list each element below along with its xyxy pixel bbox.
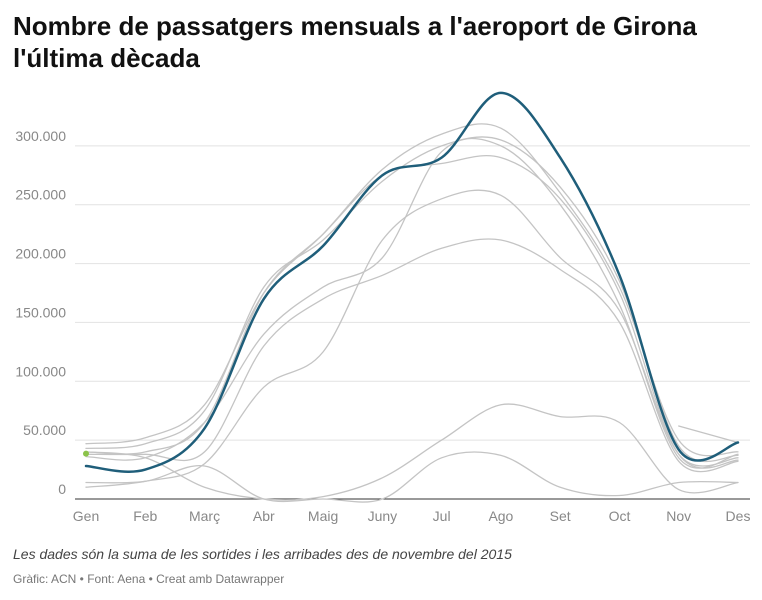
x-tick-label: Jul: [433, 508, 451, 524]
series-line-context: [678, 425, 739, 444]
x-tick-label: Set: [550, 508, 571, 524]
y-tick-label: 200.000: [15, 246, 66, 262]
y-tick-label: 300.000: [15, 128, 66, 144]
series-line-context: [85, 123, 739, 457]
x-tick-label: Gen: [73, 508, 99, 524]
series-line-context: [85, 403, 739, 501]
series-line-context: [85, 137, 739, 469]
y-tick-label: 100.000: [15, 363, 66, 379]
y-tick-label: 50.000: [23, 422, 66, 438]
series-start-point: [83, 450, 89, 457]
x-tick-label: Oct: [609, 508, 631, 524]
highlight-series: [83, 91, 740, 473]
x-tick-label: Juny: [368, 508, 398, 524]
series-line-context: [85, 136, 739, 463]
series-line-context: [85, 451, 739, 503]
x-tick-label: Maig: [308, 508, 338, 524]
y-tick-label: 250.000: [15, 187, 66, 203]
x-tick-label: Ago: [488, 508, 513, 524]
y-tick-label: 150.000: [15, 304, 66, 320]
series-line-context: [85, 189, 739, 488]
line-chart: 0 50.000 100.000 150.000 200.000 250.000 300.0…: [15, 91, 751, 524]
x-tick-label: Abr: [253, 508, 275, 524]
gridlines: [75, 145, 750, 500]
x-tick-label: Feb: [133, 508, 157, 524]
x-tick-label: Març: [189, 508, 220, 524]
context-series: [85, 123, 739, 503]
y-axis-ticks: 0 50.000 100.000 150.000 200.000 250.000 300.0…: [15, 128, 66, 497]
chart-notes: Les dades són la suma de les sortides i …: [13, 546, 512, 562]
chart-credits: Gràfic: ACN • Font: Aena • Creat amb Dat…: [13, 572, 285, 586]
y-tick-label: 0: [58, 481, 66, 497]
x-tick-label: Nov: [666, 508, 691, 524]
series-line-context: [85, 238, 739, 473]
x-axis-ticks: Gen Feb Març Abr Maig Juny Jul Ago Set Oct Nov Des: [73, 508, 751, 524]
chart-title: Nombre de passatgers mensuals a l'aeropo…: [13, 11, 697, 73]
x-tick-label: Des: [726, 508, 751, 524]
series-line-highlight: [84, 91, 740, 473]
